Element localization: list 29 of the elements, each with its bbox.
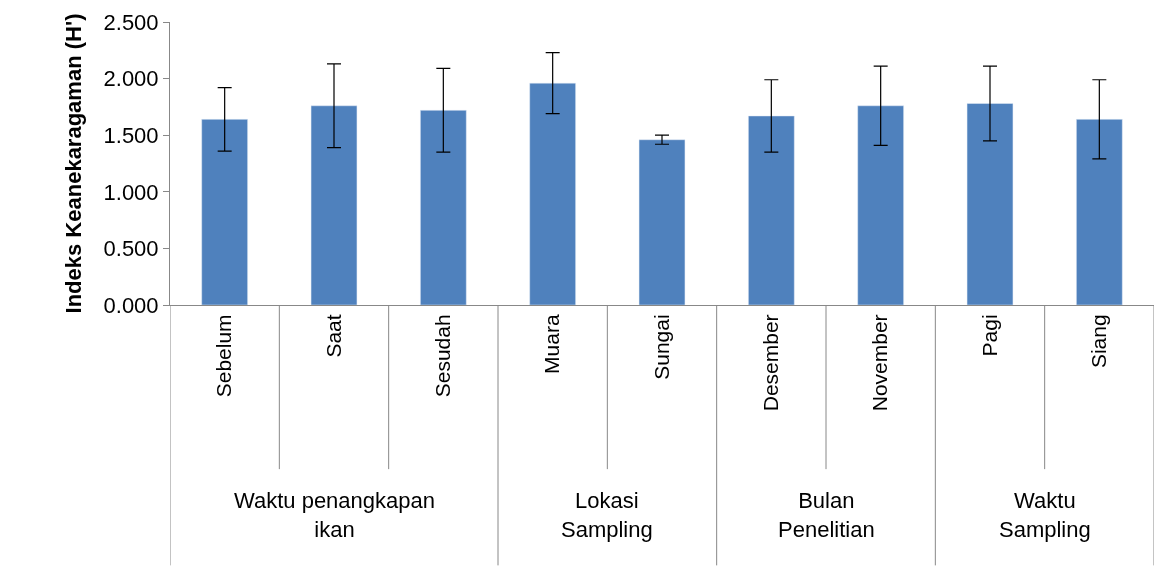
x-tick-label: Sebelum [212, 314, 236, 398]
bar [638, 139, 686, 305]
bar [310, 105, 358, 305]
bar [1076, 119, 1123, 305]
x-tick-label: Pagi [977, 314, 1001, 357]
x-tick-label: Desember [759, 314, 783, 412]
x-tick-label: Siang [1087, 314, 1111, 369]
text: Waktu Sampling [999, 488, 1091, 542]
y-tick-label: 1.000 [103, 179, 159, 205]
bar [857, 105, 904, 305]
x-tick-label: Sesudah [431, 314, 455, 398]
y-tick-label: 0.000 [103, 292, 159, 318]
y-tick-label: 2.500 [103, 9, 159, 35]
y-axis-title: Indeks Keanekaragaman (H') [61, 13, 87, 314]
bar [201, 119, 248, 305]
text: Waktu penangkapan ikan [234, 488, 435, 542]
text: Bulan Penelitian [778, 488, 875, 542]
bar [529, 82, 576, 305]
bar [748, 115, 795, 305]
bar [420, 110, 467, 305]
y-tick-label: 1.500 [103, 122, 159, 148]
text: Lokasi Sampling [561, 488, 653, 542]
y-tick-label: 0.500 [103, 236, 159, 262]
x-tick-label: Muara [540, 314, 564, 374]
x-tick-label: Saat [321, 314, 345, 358]
x-tick-label: Sungai [649, 314, 673, 380]
x-tick-label: November [868, 314, 892, 412]
bar [966, 103, 1014, 305]
y-tick-label: 2.000 [103, 66, 159, 92]
